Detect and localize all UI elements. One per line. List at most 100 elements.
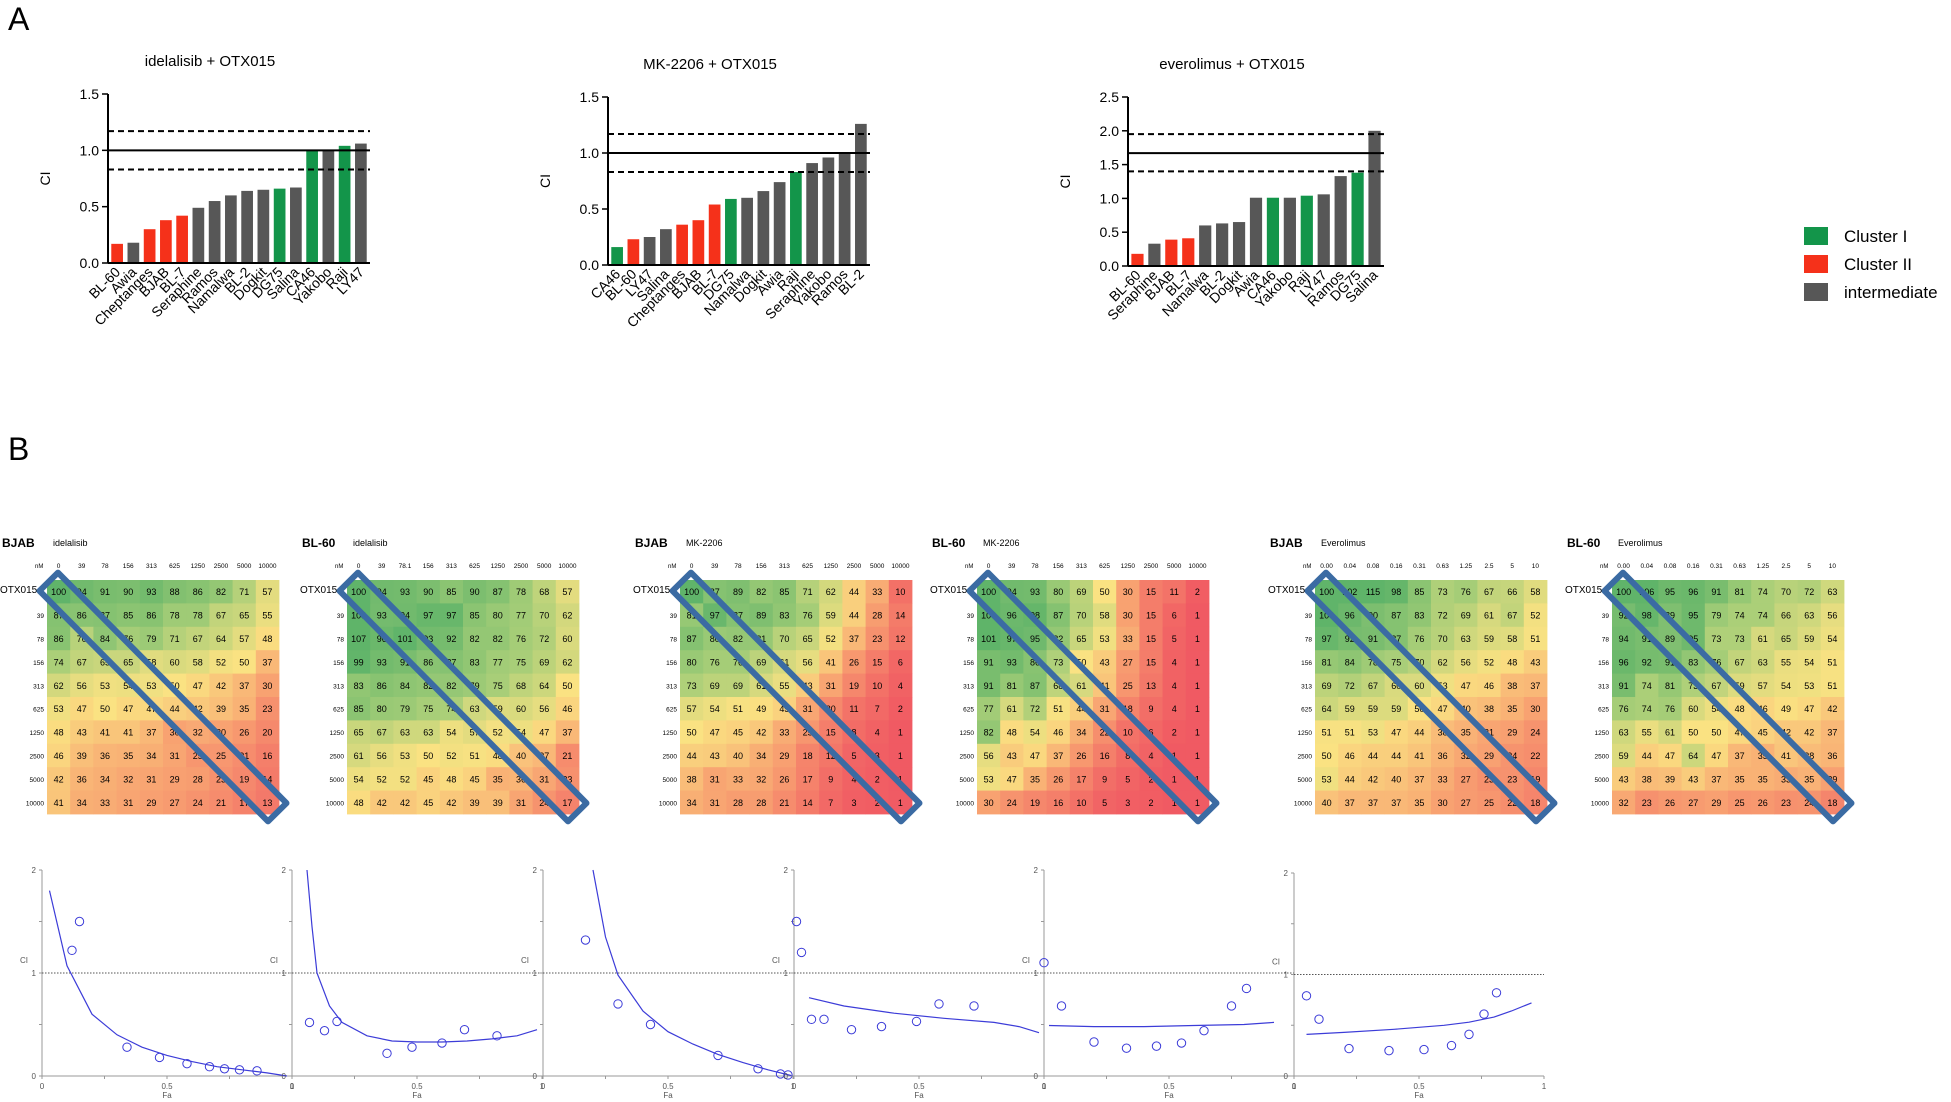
heatmap-cell xyxy=(1338,720,1362,745)
heatmap-cell xyxy=(163,767,187,791)
heatmap-cell xyxy=(1658,790,1682,815)
heatmap-cell xyxy=(1162,650,1187,674)
heatmap-cell-value: 86 xyxy=(377,681,387,691)
heatmap-col-header: 2.5 xyxy=(1484,563,1493,570)
heatmap-cell-value: 89 xyxy=(756,611,766,621)
heatmap-cell xyxy=(1612,790,1636,815)
data-point xyxy=(204,1062,215,1072)
heatmap-col-header: 2500 xyxy=(214,563,229,570)
heatmap-cell-value: 33 xyxy=(872,587,882,597)
data-point xyxy=(969,1001,979,1011)
heatmap-cell xyxy=(255,720,280,745)
heatmap-cell xyxy=(1023,650,1047,674)
heatmap-cell xyxy=(680,650,704,674)
heatmap-cell xyxy=(1431,767,1455,791)
heatmap-cell xyxy=(1704,697,1729,721)
heatmap-cell xyxy=(532,697,557,721)
heatmap-cell xyxy=(1185,790,1210,815)
heatmap-cell-value: 27 xyxy=(1461,774,1471,784)
heatmap-cell xyxy=(1046,673,1071,698)
heatmap-cell-value: 29 xyxy=(1484,751,1494,761)
bar-ly47 xyxy=(643,237,656,265)
heatmap-cell-value: 39 xyxy=(1665,774,1675,784)
heatmap-cell xyxy=(1681,697,1706,721)
heatmap-cell-value: 21 xyxy=(239,751,249,761)
heatmap-cell xyxy=(1384,767,1409,791)
heatmap-cell-value: 45 xyxy=(470,774,480,784)
heatmap-col-header: 78 xyxy=(1031,563,1039,570)
data-point xyxy=(182,1058,192,1069)
heatmap-cell xyxy=(1612,697,1636,721)
bar-bl-7 xyxy=(176,215,188,263)
heatmap-cell-value: 75 xyxy=(493,681,503,691)
y-axis-label: CI xyxy=(1272,958,1280,967)
heatmap-cell-value: 94 xyxy=(1007,587,1017,597)
heatmap-cell-value: 2 xyxy=(875,774,880,784)
heatmap-cell xyxy=(977,743,1001,768)
heatmap-cell-value: 62 xyxy=(562,611,572,621)
heatmap-cell xyxy=(509,603,533,628)
heatmap-cell xyxy=(555,580,580,604)
heatmap-col-header: 39 xyxy=(78,563,86,570)
heatmap-cell xyxy=(1407,790,1432,815)
heatmap-cell-value: 46 xyxy=(562,704,572,714)
heatmap-cell xyxy=(1681,603,1706,628)
heatmap-cell-value: 50 xyxy=(1688,728,1698,738)
heatmap-cell-value: 41 xyxy=(1781,751,1791,761)
heatmap-cell-value: 81 xyxy=(1735,587,1745,597)
heatmap-cell-value: 44 xyxy=(1391,751,1401,761)
heatmap-row-header: 313 xyxy=(333,683,344,690)
heatmap-cell xyxy=(393,720,417,745)
heatmap-cell xyxy=(1797,650,1822,674)
heatmap-row-header: 2500 xyxy=(330,754,345,761)
heatmap-cell xyxy=(1093,580,1117,604)
heatmap-row-header: 39 xyxy=(37,613,45,620)
heatmap-cell xyxy=(726,603,750,628)
heatmap-cell-value: 43 xyxy=(1619,774,1629,784)
heatmap-cell xyxy=(139,743,164,768)
heatmap-row-header: 5000 xyxy=(30,777,45,784)
heatmap-cell xyxy=(1704,650,1729,674)
heatmap-cell xyxy=(1407,626,1432,651)
heatmap-cell xyxy=(796,603,820,628)
heatmap-cell-value: 35 xyxy=(493,774,503,784)
heatmap-cell xyxy=(1139,767,1163,791)
heatmap-cell-value: 103 xyxy=(351,611,366,621)
heatmap-cell xyxy=(416,790,441,815)
heatmap-cell-value: 82 xyxy=(470,634,480,644)
heatmap-cell xyxy=(532,626,557,651)
heatmap-row-header: 1250 xyxy=(960,730,975,737)
heatmap-cell xyxy=(1116,580,1140,604)
heatmap-cell xyxy=(486,603,510,628)
heatmap-cell-value: 37 xyxy=(1053,751,1063,761)
heatmap-col-header: 0.00 xyxy=(1320,563,1333,570)
heatmap-cell xyxy=(842,767,866,791)
heatmap-cell-value: 12 xyxy=(895,634,905,644)
heatmap-cell xyxy=(209,720,233,745)
heatmap-cell-value: 24 xyxy=(193,798,203,808)
heatmap-cell-value: 27 xyxy=(1123,657,1133,667)
heatmap-cell-value: 92 xyxy=(446,634,456,644)
heatmap-cell-value: 42 xyxy=(1781,728,1791,738)
heatmap-cell-value: 76 xyxy=(516,634,526,644)
heatmap-cell xyxy=(1162,790,1187,815)
heatmap-cell xyxy=(1000,697,1024,721)
heatmap-cell xyxy=(865,697,890,721)
heatmap-cell-value: 1 xyxy=(898,728,903,738)
heatmap-cell-value: 55 xyxy=(262,611,272,621)
heatmap-cell xyxy=(796,626,820,651)
heatmap-cell-value: 38 xyxy=(1484,704,1494,714)
heatmap-cell xyxy=(772,650,797,674)
heatmap-cell-value: 6 xyxy=(1148,728,1153,738)
heatmap-cell xyxy=(47,767,71,791)
heatmap-cell xyxy=(888,580,913,604)
heatmap-row-header: 10000 xyxy=(26,800,44,807)
heatmap-cell xyxy=(865,650,890,674)
data-point xyxy=(713,1050,723,1061)
heatmap-cell-value: 55 xyxy=(1642,728,1652,738)
heatmap-cell xyxy=(1023,603,1047,628)
heatmap-cell-value: 71 xyxy=(239,587,249,597)
heatmap-cell xyxy=(232,650,257,674)
heatmap-cell xyxy=(703,626,727,651)
x-tick-label: 0.5 xyxy=(913,1082,925,1091)
